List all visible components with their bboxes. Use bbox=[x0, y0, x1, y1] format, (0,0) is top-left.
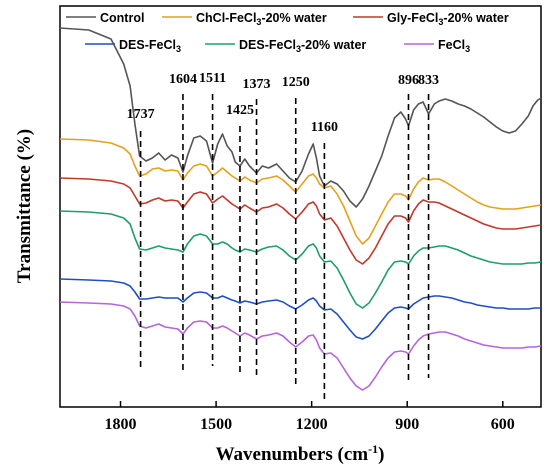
series-line-gly bbox=[59, 177, 542, 265]
legend-label-control: Control bbox=[100, 11, 144, 25]
legend-label-fecl3: FeCl3 bbox=[438, 38, 470, 54]
peak-annotations: 1737 1604 1511 1425 1373 1250 1160 896 833 bbox=[127, 71, 439, 401]
legend-label-des: DES-FeCl3 bbox=[119, 38, 181, 54]
peak-label-1511: 1511 bbox=[199, 71, 226, 86]
x-tick-label-1200: 1200 bbox=[296, 416, 328, 433]
series-layer bbox=[59, 27, 542, 391]
peak-label-1604: 1604 bbox=[169, 72, 197, 87]
legend-item-gly: Gly-FeCl3-20% water bbox=[353, 11, 509, 27]
peak-label-1737: 1737 bbox=[127, 107, 155, 122]
series-line-fecl3 bbox=[59, 301, 542, 391]
series-line-des bbox=[59, 278, 541, 340]
peak-label-896: 896 bbox=[398, 73, 419, 88]
x-tick-label-900: 900 bbox=[395, 416, 419, 433]
legend: Control ChCl-FeCl3-20% water Gly-FeCl3-2… bbox=[66, 11, 509, 54]
legend-item-des20: DES-FeCl3-20% water bbox=[205, 38, 366, 54]
x-tick-label-600: 600 bbox=[491, 416, 515, 433]
x-tick-label-1500: 1500 bbox=[200, 416, 232, 433]
legend-label-chcl: ChCl-FeCl3-20% water bbox=[196, 11, 327, 27]
legend-item-chcl: ChCl-FeCl3-20% water bbox=[162, 11, 327, 27]
peak-label-1425: 1425 bbox=[226, 103, 254, 118]
peak-label-1160: 1160 bbox=[311, 120, 338, 135]
legend-item-fecl3: FeCl3 bbox=[404, 38, 470, 54]
series-line-control bbox=[59, 27, 542, 208]
series-line-des20 bbox=[59, 210, 542, 309]
legend-item-des: DES-FeCl3 bbox=[85, 38, 181, 54]
plot-frame bbox=[59, 5, 542, 408]
peak-label-1373: 1373 bbox=[243, 77, 271, 92]
peak-label-833: 833 bbox=[418, 73, 439, 88]
legend-label-des20: DES-FeCl3-20% water bbox=[239, 38, 366, 54]
peak-label-1250: 1250 bbox=[282, 75, 310, 90]
y-axis-title: Transmittance (%) bbox=[14, 129, 35, 283]
x-axis-ticks: 1800 1500 1200 900 600 bbox=[105, 401, 515, 433]
x-axis-title: Wavenumbers (cm-1) bbox=[216, 442, 385, 465]
legend-label-gly: Gly-FeCl3-20% water bbox=[387, 11, 509, 27]
legend-item-control: Control bbox=[66, 11, 144, 25]
x-tick-label-1800: 1800 bbox=[105, 416, 137, 433]
series-line-chcl bbox=[59, 138, 542, 245]
